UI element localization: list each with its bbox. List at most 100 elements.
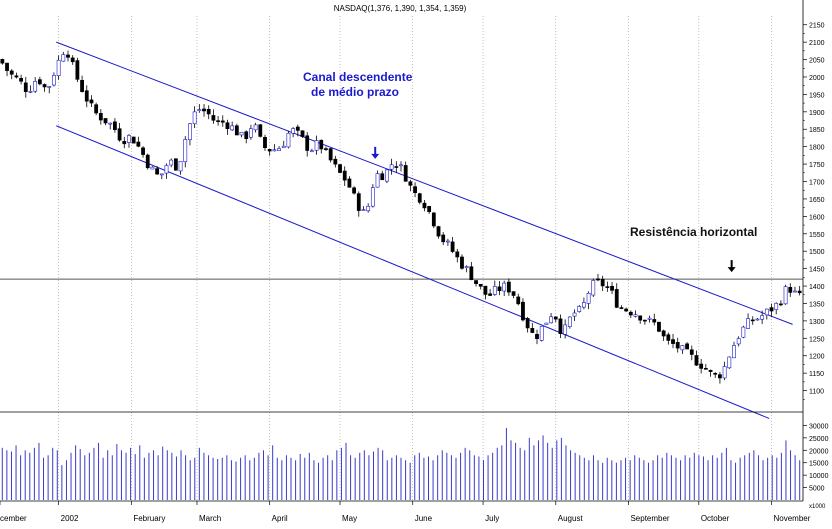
- candle-body: [591, 280, 596, 296]
- candle-body: [657, 321, 661, 332]
- candle-body: [338, 164, 342, 173]
- candle-body: [244, 131, 249, 139]
- volume-tick-label: 15000: [809, 461, 829, 468]
- candle-body: [361, 209, 366, 211]
- candle-body: [722, 366, 727, 379]
- channel-upper-line: [56, 41, 793, 325]
- candle-body: [89, 99, 94, 104]
- candle-layer: [0, 50, 802, 384]
- candle-body: [234, 125, 239, 136]
- candle-body: [506, 281, 511, 293]
- candle-body: [385, 169, 389, 182]
- candle-body: [375, 173, 380, 188]
- month-label: July: [485, 514, 499, 523]
- volume-tick-label: 5000: [809, 486, 825, 493]
- candle-body: [619, 307, 624, 309]
- candle-body: [52, 75, 56, 86]
- candle-body: [141, 147, 145, 155]
- candle-body: [703, 367, 708, 370]
- candle-body: [33, 81, 38, 92]
- month-label: March: [199, 514, 221, 523]
- candle-body: [661, 330, 666, 337]
- price-tick-label: 2100: [809, 40, 825, 47]
- candle-body: [666, 334, 671, 341]
- channel-lower-line: [56, 125, 770, 419]
- candle-body: [760, 315, 765, 320]
- candle-body: [249, 128, 253, 138]
- price-tick-label: 1500: [809, 249, 825, 256]
- candle-body: [23, 82, 28, 92]
- candle-body: [309, 150, 314, 153]
- candle-body: [521, 301, 525, 321]
- month-label: 2002: [61, 514, 79, 523]
- candle-body: [286, 132, 291, 148]
- price-tick-label: 2000: [809, 75, 825, 82]
- candle-body: [356, 193, 361, 211]
- candle-body: [197, 109, 202, 111]
- candle-body: [277, 148, 281, 152]
- candle-body: [778, 303, 783, 306]
- candle-body: [596, 278, 600, 281]
- candle-body: [525, 318, 530, 329]
- candle-body: [84, 90, 89, 102]
- candle-body: [188, 123, 192, 141]
- candle-body: [5, 62, 9, 71]
- candle-body: [567, 316, 572, 327]
- candle-body: [347, 178, 352, 188]
- candle-body: [173, 158, 178, 171]
- candle-body: [239, 131, 244, 136]
- candle-body: [300, 130, 305, 137]
- candle-body: [460, 256, 464, 269]
- candle-body: [220, 120, 225, 123]
- price-tick-label: 1200: [809, 354, 825, 361]
- candle-body: [159, 173, 164, 176]
- candle-body: [169, 159, 174, 166]
- annotation-resistance: Resistência horizontal: [630, 225, 757, 239]
- candle-body: [750, 319, 755, 322]
- candle-body: [61, 54, 66, 62]
- candle-body: [399, 164, 403, 167]
- price-tick-label: 2150: [809, 23, 825, 30]
- candle-body: [558, 318, 563, 334]
- candle-body: [370, 187, 375, 207]
- candle-body: [145, 154, 150, 169]
- month-label: May: [342, 514, 357, 523]
- price-tick-label: 1300: [809, 319, 825, 326]
- candle-body: [610, 285, 614, 291]
- volume-unit-label: x1000: [809, 504, 826, 510]
- candle-body: [469, 266, 474, 281]
- channel-arrow-head: [371, 153, 380, 159]
- candle-body: [511, 291, 516, 296]
- candle-body: [793, 290, 797, 293]
- candle-body: [605, 286, 610, 288]
- candle-body: [441, 234, 446, 243]
- candle-body: [408, 181, 413, 186]
- volume-tick-label: 30000: [809, 423, 829, 430]
- candle-body: [206, 108, 211, 115]
- candle-body: [464, 266, 469, 269]
- candle-body: [389, 164, 394, 170]
- candle-body: [328, 148, 333, 161]
- month-label: October: [701, 514, 730, 523]
- candle-body: [324, 148, 328, 150]
- candle-body: [586, 293, 591, 304]
- candle-body: [535, 333, 539, 339]
- candle-body: [75, 60, 80, 80]
- candle-body: [675, 342, 680, 349]
- month-label: September: [630, 514, 669, 523]
- candle-body: [563, 324, 568, 335]
- price-tick-label: 1450: [809, 267, 825, 274]
- candle-body: [530, 328, 535, 333]
- candle-body: [614, 289, 619, 308]
- price-tick-label: 1700: [809, 180, 825, 187]
- candle-body: [366, 205, 371, 212]
- volume-tick-label: 10000: [809, 473, 829, 480]
- volume-tick-label: 25000: [809, 436, 829, 443]
- price-tick-label: 1750: [809, 162, 825, 169]
- candle-body: [680, 345, 685, 351]
- candle-body: [14, 75, 19, 78]
- candle-body: [211, 115, 216, 121]
- candle-body: [638, 315, 643, 321]
- candle-body: [37, 79, 42, 85]
- candle-body: [788, 287, 793, 293]
